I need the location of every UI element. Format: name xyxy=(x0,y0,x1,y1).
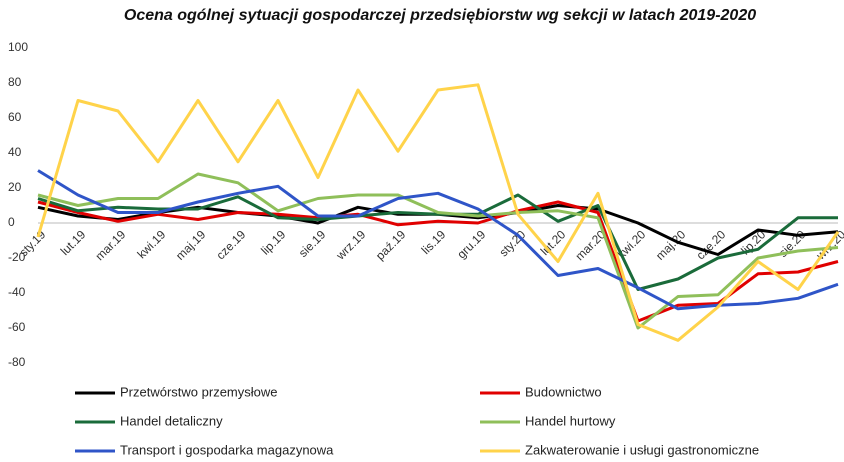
legend-label: Handel hurtowy xyxy=(525,413,616,428)
legend-label: Handel detaliczny xyxy=(120,413,223,428)
y-tick-label: 100 xyxy=(8,40,28,54)
y-tick-label: -60 xyxy=(8,320,26,334)
series-line xyxy=(37,172,839,330)
x-tick-label: paź.19 xyxy=(373,227,409,263)
y-tick-label: 20 xyxy=(8,180,22,194)
x-tick-label: kwi.19 xyxy=(134,227,168,261)
legend-label: Budownictwo xyxy=(525,384,602,399)
legend-label: Zakwaterowanie i usługi gastronomiczne xyxy=(525,442,759,457)
y-tick-label: 0 xyxy=(8,215,15,229)
y-tick-label: -20 xyxy=(8,250,26,264)
x-tick-label: cze.19 xyxy=(213,227,248,262)
x-tick-label: gru.19 xyxy=(454,227,488,261)
y-tick-label: 60 xyxy=(8,110,22,124)
series-line xyxy=(37,200,839,323)
x-tick-label: wrz.19 xyxy=(333,227,369,263)
x-tick-label: lip.19 xyxy=(258,227,288,257)
legend-label: Transport i gospodarka magazynowa xyxy=(120,442,334,457)
series-line xyxy=(37,169,839,311)
y-tick-label: -40 xyxy=(8,285,26,299)
x-tick-label: maj.19 xyxy=(173,227,209,263)
y-tick-label: 80 xyxy=(8,75,22,89)
x-tick-label: sie.19 xyxy=(296,227,329,260)
x-tick-label: sty.19 xyxy=(16,227,48,259)
x-tick-label: kwi.20 xyxy=(614,227,648,261)
x-tick-label: lut.19 xyxy=(58,227,89,258)
x-tick-label: lis.19 xyxy=(419,227,449,257)
chart-title: Ocena ogólnej sytuacji gospodarczej prze… xyxy=(124,7,756,24)
y-tick-label: 40 xyxy=(8,145,22,159)
y-tick-label: -80 xyxy=(8,355,26,369)
legend-label: Przetwórstwo przemysłowe xyxy=(120,384,278,399)
series-line xyxy=(36,83,840,342)
x-tick-label: mar.19 xyxy=(93,227,129,263)
